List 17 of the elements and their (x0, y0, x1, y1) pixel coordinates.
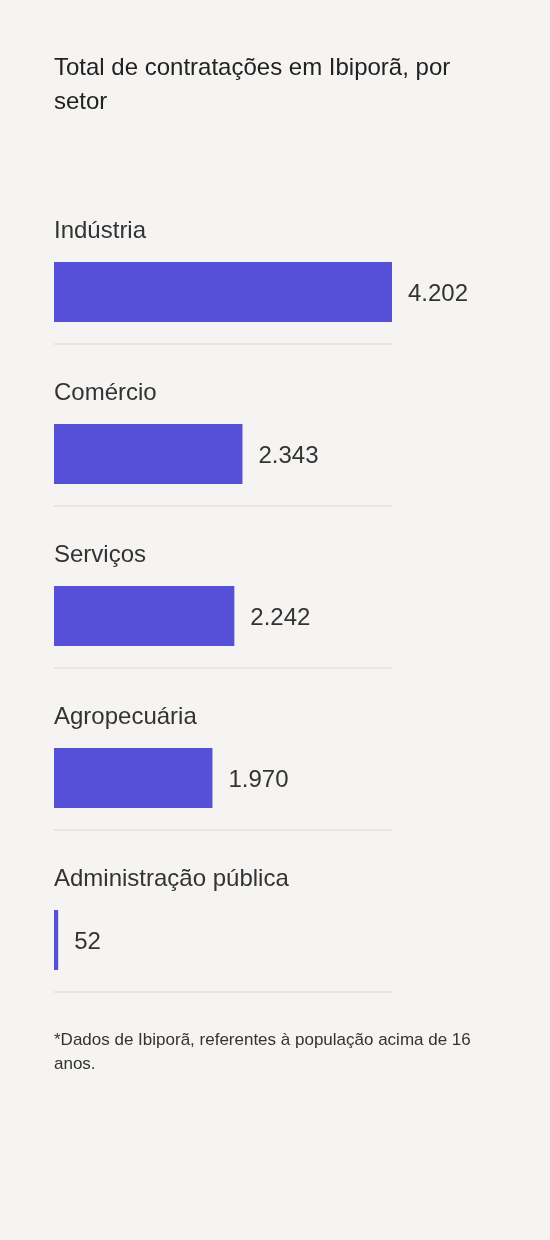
data-label: 2.242 (250, 602, 311, 630)
bar (54, 910, 59, 970)
data-label: 4.202 (408, 278, 469, 306)
y-tick-label: Administração pública (54, 863, 290, 891)
y-tick-label: Serviços (54, 539, 147, 567)
text: *Dados de Ibiporã, referentes à população acima de 16 anos. (54, 1029, 472, 1075)
y-tick-label: Agropecuária (54, 701, 198, 729)
y-tick-label: Comércio (54, 377, 157, 405)
y-tick-label: Indústria (54, 215, 147, 243)
bar (54, 424, 243, 484)
chart-title: Total de contratações em Ibiporã, por setor (54, 52, 452, 116)
bar (54, 586, 235, 646)
data-label: 1.970 (228, 764, 289, 792)
bar (54, 262, 392, 322)
bar (54, 748, 213, 808)
data-label: 2.343 (258, 440, 319, 468)
data-label: 52 (74, 926, 101, 954)
